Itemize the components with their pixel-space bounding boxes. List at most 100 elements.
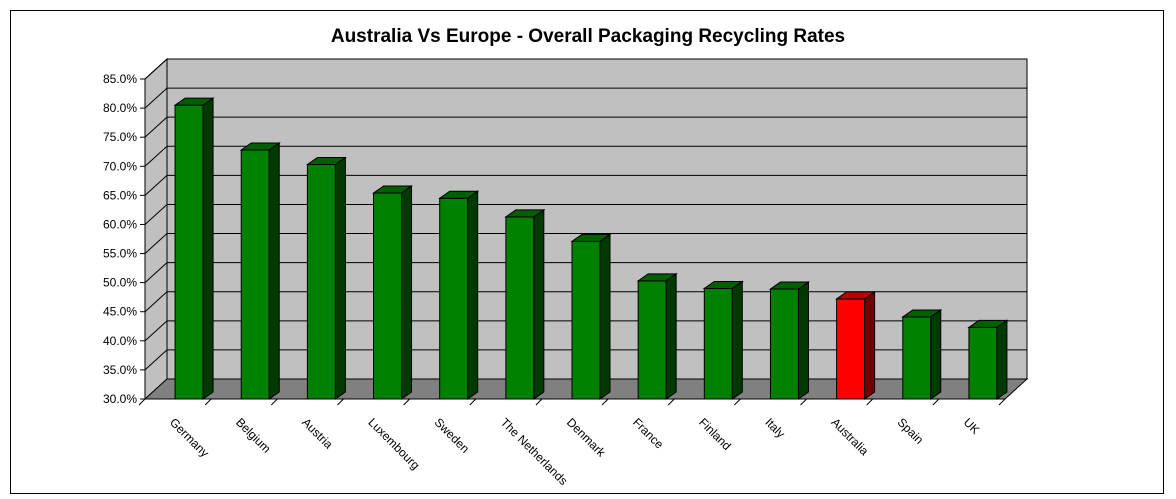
gridline-side [144,320,168,342]
x-tick-mark [535,398,543,406]
x-tick-label: Sweden [432,415,473,456]
x-tick-mark [667,398,675,406]
y-tick-label: 80.0% [103,101,137,115]
x-tick-label: Belgium [233,415,274,456]
bar-sweden [438,190,480,400]
gridline-side [144,291,168,313]
bar-spain [901,309,943,400]
bar-front [571,240,601,400]
bar-front [703,287,733,400]
y-tick-label: 65.0% [103,188,137,202]
bar-top [636,273,678,282]
gridline-side [144,145,168,167]
bar-chart: Australia Vs Europe - Overall Packaging … [103,26,1029,488]
bar-side [268,142,280,400]
y-tick-label: 55.0% [103,247,137,261]
bar-front [505,216,535,400]
gridline-side [144,174,168,196]
bar-side [731,280,743,400]
bar-front [439,197,469,400]
x-tick-mark [866,398,874,406]
bar-front [373,192,403,400]
bar-side [930,309,942,400]
x-tick-mark [469,398,477,406]
gridline-side [144,349,168,371]
bar-top [504,209,546,218]
bar-front [836,298,866,400]
bar-germany [173,97,215,400]
gridline-side [144,233,168,254]
y-tick-label: 40.0% [103,334,137,348]
bar-australia [835,290,877,400]
bar-side [467,190,479,400]
x-tick-mark [998,398,1006,406]
bar-top [702,280,744,289]
bar-side [864,290,876,400]
bar-side [996,319,1008,400]
x-tick-label: Spain [895,415,927,447]
bar-side [533,208,545,400]
x-tick-mark [932,398,940,406]
y-tick-label: 45.0% [103,305,137,319]
y-tick-label: 85.0% [103,72,137,86]
bar-belgium [239,142,281,400]
x-tick-label: Australia [828,415,871,458]
x-tick-mark [204,398,212,406]
bar-luxembourg [371,185,414,400]
y-tick-label: 70.0% [103,159,137,173]
gridline-side [144,204,168,225]
side-wall [144,57,168,401]
y-tick-label: 30.0% [103,392,137,406]
x-tick-mark [734,398,741,406]
bar-side [401,185,413,400]
bars [173,97,1009,400]
bar-top [438,190,480,199]
bar-side [797,281,809,400]
x-tick-mark [138,398,146,406]
bar-side [334,156,346,400]
bar-france [636,272,678,400]
bar-top [570,233,612,242]
x-tick-label: Denmark [564,415,609,460]
x-tick-label: Austria [299,415,336,452]
x-tick-label: The Netherlands [498,415,571,488]
bar-top [901,309,943,318]
x-tick-mark [601,398,609,406]
x-tick-label: France [630,415,667,452]
bar-finland [702,280,744,400]
y-tick-label: 75.0% [103,130,137,144]
gridline-side [144,87,168,109]
bar-front [769,288,799,400]
bar-austria [305,156,347,400]
bar-front [637,280,667,400]
bar-side [599,233,611,400]
bar-front [306,164,336,400]
x-tick-mark [337,398,344,406]
y-tick-label: 35.0% [103,363,137,377]
bar-top [371,185,414,194]
bar-front [968,326,998,400]
bar-uk [967,319,1009,400]
bar-top [173,97,215,106]
y-axis-ticks: 30.0% 35.0% 40.0% 45.0% 50.0% 55.0% 60.0% 65.0%… [103,72,146,406]
x-tick-label: Finland [696,415,734,453]
x-tick-mark [403,398,410,406]
bar-side [665,272,677,400]
gridline-side [144,116,168,138]
bar-italy [768,281,811,400]
bar-side [202,97,214,400]
x-tick-label: UK [961,415,983,437]
x-tick-label: Germany [167,415,212,460]
y-tick-label: 50.0% [103,276,137,290]
bar-the-netherlands [504,208,546,400]
gridline-side [144,58,168,80]
x-tick-mark [270,398,278,406]
x-tick-label: Italy [762,415,787,440]
bar-top [239,142,281,151]
chart-title: Australia Vs Europe - Overall Packaging … [331,26,845,47]
y-tick-label: 60.0% [103,217,137,231]
bar-top [305,157,347,166]
x-axis-labels: Germany Belgium Austria Luxembourg Sweden The… [138,398,1006,488]
bar-front [174,104,204,400]
x-tick-label: Luxembourg [365,415,422,472]
